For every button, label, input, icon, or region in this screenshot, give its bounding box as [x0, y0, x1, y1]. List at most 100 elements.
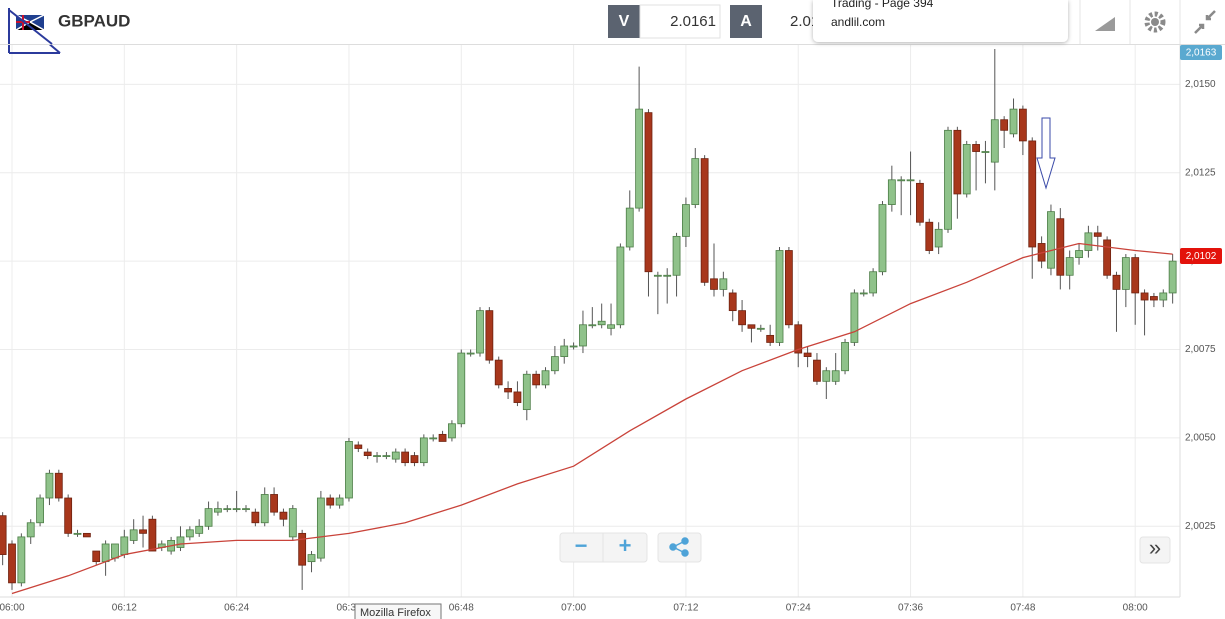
candle-body — [1131, 257, 1140, 294]
candle-body — [1121, 257, 1130, 290]
candle-body — [1000, 119, 1009, 131]
candle-body — [569, 345, 578, 348]
candle-body — [897, 179, 906, 182]
x-tick-label: 07:24 — [786, 603, 811, 614]
candle-body — [878, 204, 887, 273]
candle-body — [766, 334, 775, 343]
candle-body — [1112, 274, 1121, 290]
candle-body — [803, 352, 812, 357]
drawing-triangle-top — [8, 8, 53, 45]
bid-button[interactable] — [608, 5, 640, 38]
candle-body — [1103, 239, 1112, 276]
candle-body — [597, 320, 606, 326]
bid-price: 2.0161 — [670, 13, 716, 30]
moving-average-line — [11, 242, 1173, 595]
candle-body — [607, 324, 615, 329]
candle-body — [1159, 292, 1168, 301]
x-tick-label: 06:36 — [336, 603, 361, 614]
candle-body — [326, 497, 335, 506]
candle-body — [26, 522, 35, 538]
candle-body — [1150, 296, 1158, 301]
candle-body — [1018, 108, 1027, 142]
bid-label: V — [619, 13, 630, 30]
candle-body — [887, 179, 896, 205]
share-button[interactable] — [657, 532, 702, 563]
candle-body — [382, 455, 391, 457]
toolbar — [1079, 0, 1216, 44]
candle-body — [1084, 232, 1093, 251]
candle-body — [738, 310, 746, 326]
x-tick-label: 07:36 — [898, 603, 923, 614]
candle-body — [298, 532, 307, 566]
candle-body — [719, 278, 728, 290]
candle-body — [204, 508, 213, 527]
candle-body — [448, 423, 456, 439]
candle-body — [354, 444, 363, 449]
candle-body — [504, 388, 512, 393]
candle-body — [1140, 292, 1149, 301]
candle-body — [466, 352, 475, 355]
ask-button[interactable] — [730, 5, 762, 38]
candle-body — [1028, 140, 1037, 248]
candle-body — [672, 235, 681, 276]
candle-body — [176, 536, 185, 548]
candle-body — [476, 310, 484, 354]
candle-body — [635, 108, 644, 209]
ask-label: A — [740, 13, 752, 30]
candle-body — [223, 508, 232, 511]
candle-body — [972, 144, 980, 152]
candle-body — [728, 292, 737, 312]
candle-body — [457, 352, 466, 425]
candle-body — [410, 455, 419, 464]
share-icon — [669, 537, 689, 557]
x-tick-label: 06:24 — [224, 603, 249, 614]
settings-icon[interactable] — [1144, 11, 1166, 33]
candle-body — [1065, 257, 1074, 276]
price-tag — [1180, 45, 1222, 60]
candle-body — [288, 508, 297, 538]
candle-body — [391, 451, 400, 460]
candle-body — [962, 144, 971, 195]
candle-body — [756, 327, 765, 330]
candle-body — [625, 207, 634, 248]
candle-body — [82, 532, 91, 538]
candle-body — [906, 179, 915, 182]
candle-body — [859, 292, 868, 295]
popup-title: Trading - Page 394 — [831, 0, 934, 10]
tooltip — [354, 603, 442, 619]
draw-tool-icon[interactable] — [1095, 17, 1115, 31]
candle-body — [45, 472, 54, 499]
candle-body — [438, 433, 447, 442]
candle-body — [550, 356, 559, 372]
candle-body — [54, 472, 63, 499]
y-tick-label: 2,0125 — [1185, 167, 1216, 178]
x-tick-label: 08:00 — [1123, 603, 1148, 614]
candle-body — [485, 310, 494, 361]
y-tick-label: 2,0050 — [1185, 433, 1216, 444]
y-tick-label: 2,0025 — [1185, 521, 1216, 532]
candle-body — [579, 324, 587, 347]
candle-body — [195, 525, 204, 534]
candle-body — [850, 292, 859, 343]
candle-body — [653, 274, 662, 277]
candle-body — [129, 529, 138, 541]
scroll-end-button[interactable] — [1139, 536, 1171, 564]
candle-body — [513, 391, 522, 403]
candle-body — [251, 511, 260, 524]
price-tag — [1180, 248, 1222, 264]
candle-body — [363, 451, 372, 456]
candle-body — [419, 437, 428, 464]
price-tag-label: 2,0102 — [1186, 251, 1217, 262]
x-tick-label: 07:48 — [1010, 603, 1035, 614]
zoom-out-button[interactable]: − — [575, 533, 588, 558]
candle-body — [1047, 211, 1055, 269]
candle-body — [560, 345, 569, 357]
zoom-in-button[interactable]: + — [619, 533, 632, 558]
candle-body — [185, 529, 194, 538]
candle-body — [822, 370, 831, 382]
collapse-icon[interactable] — [1194, 10, 1216, 34]
candle-body — [925, 221, 934, 251]
candle-body — [813, 359, 821, 382]
candle-body — [691, 158, 700, 205]
